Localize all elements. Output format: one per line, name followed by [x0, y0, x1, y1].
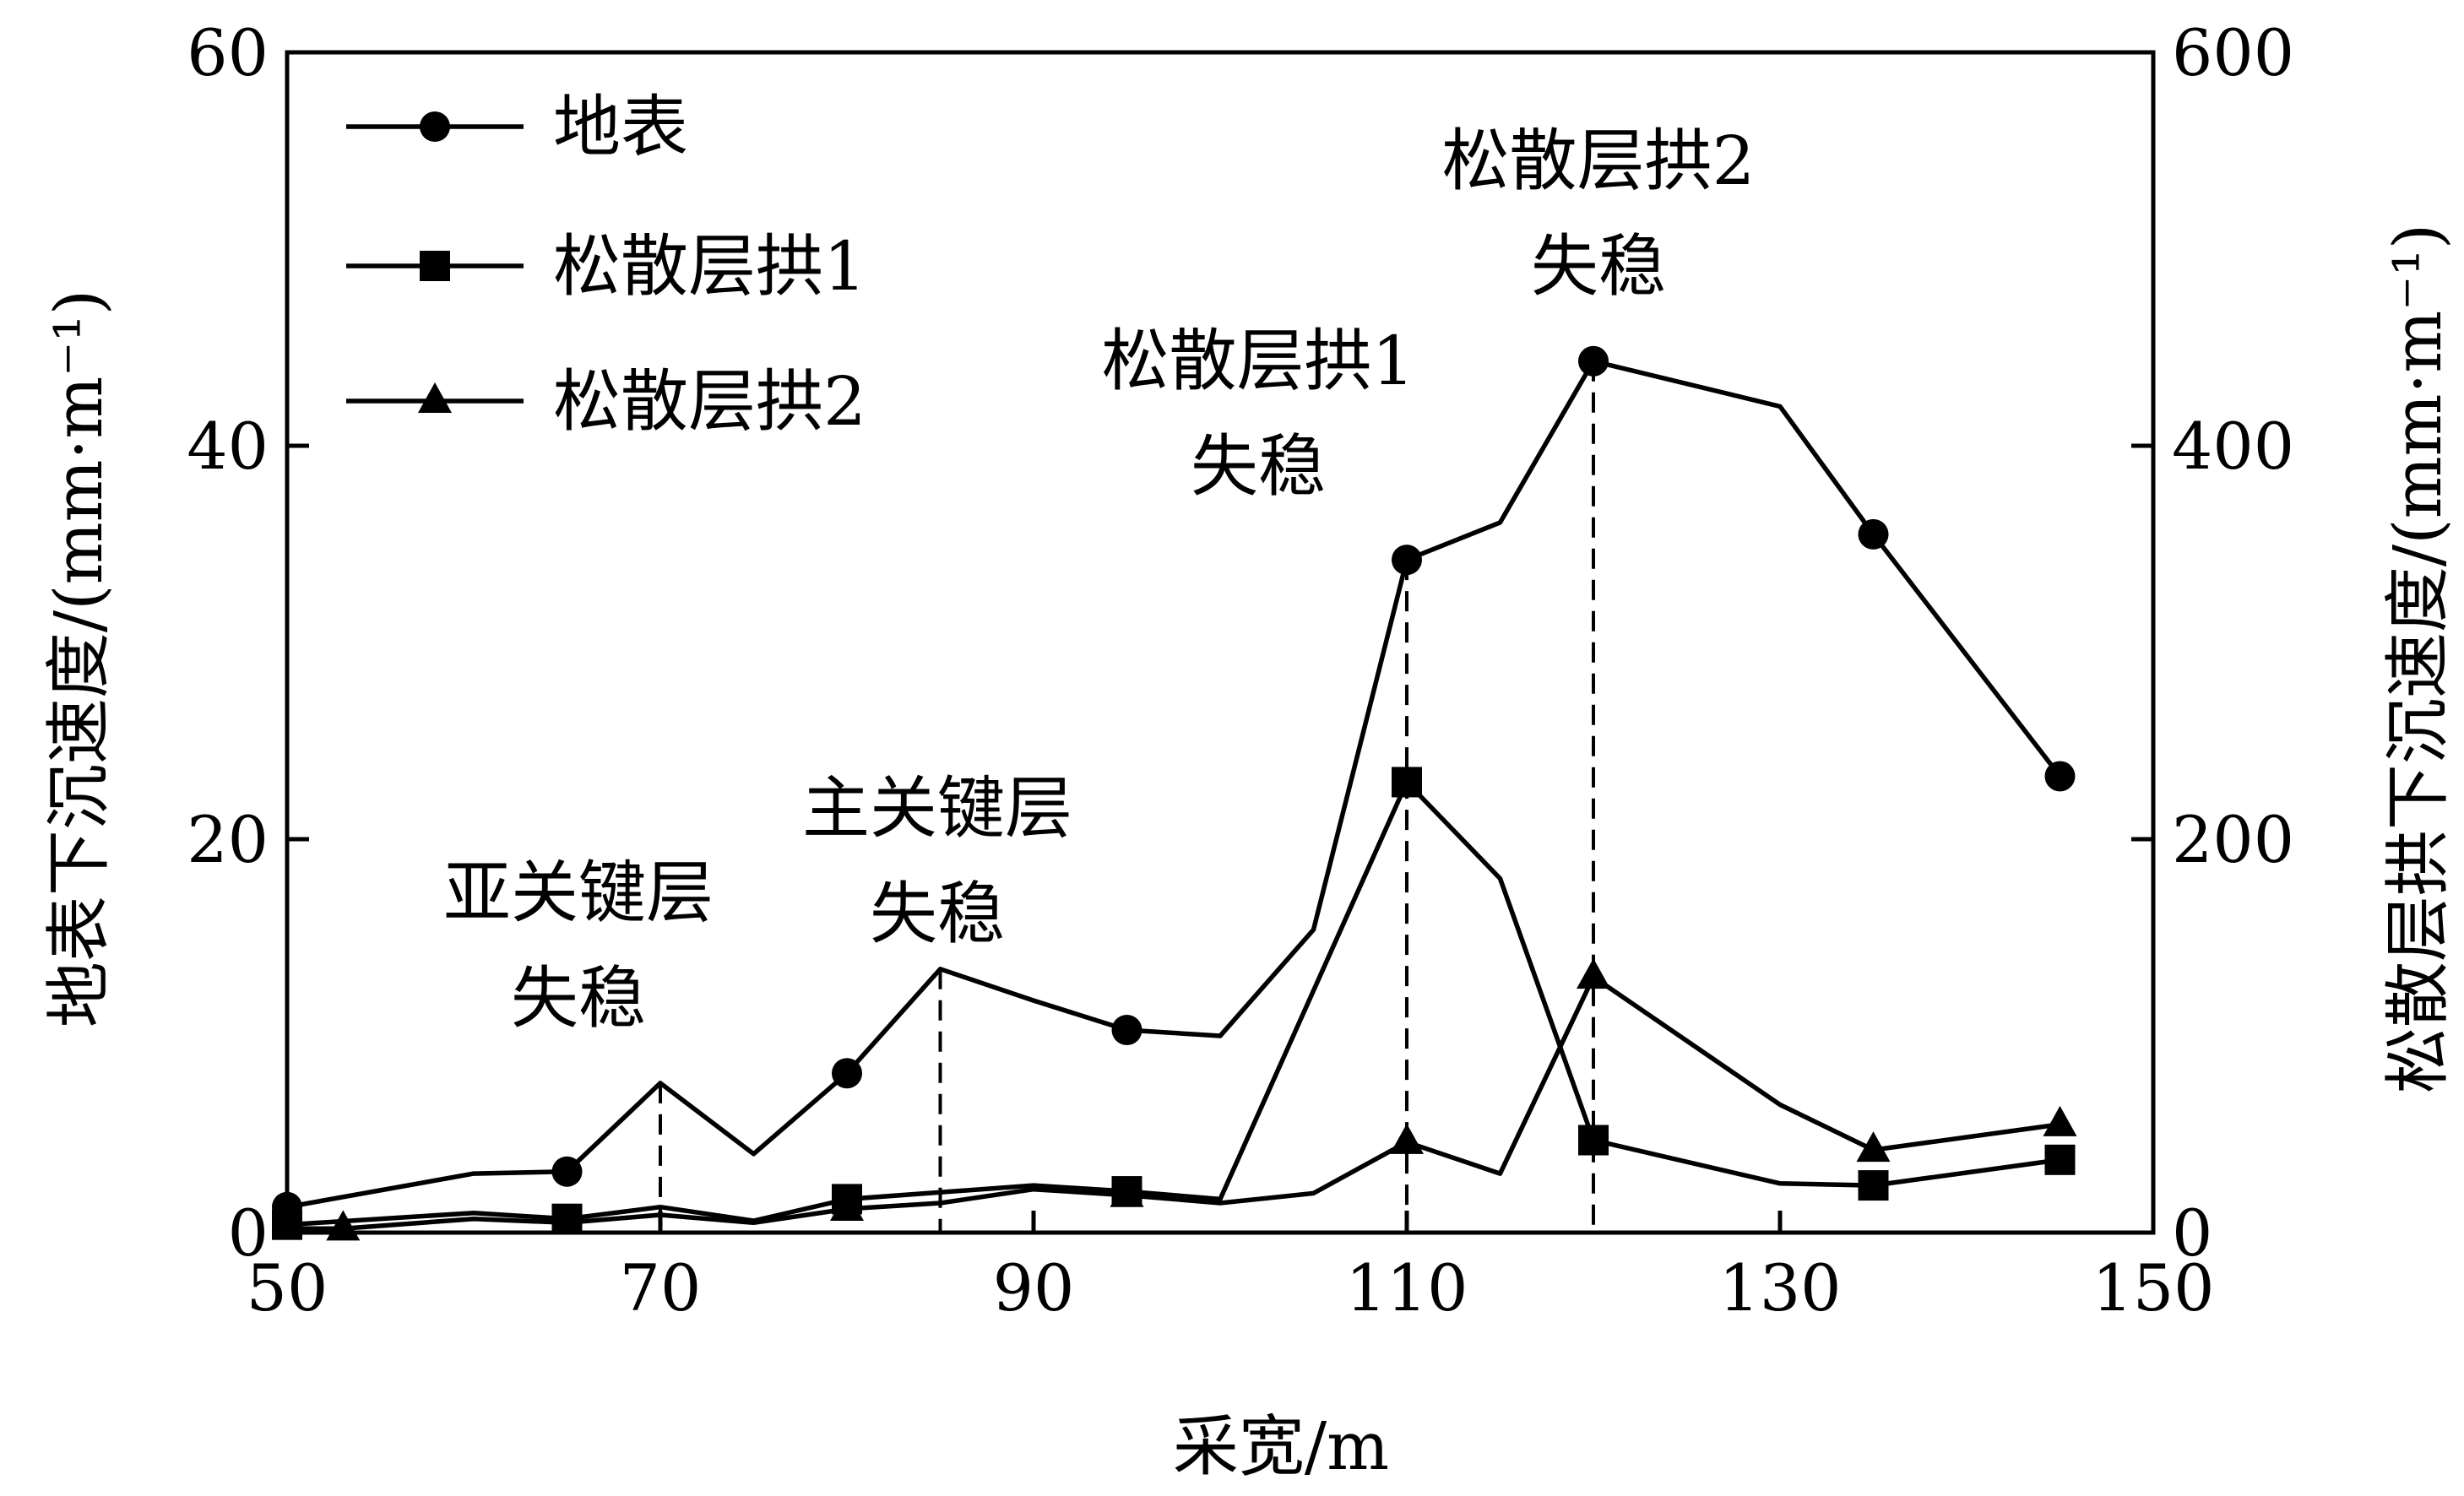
- square-marker: [2044, 1144, 2076, 1175]
- square-marker: [1578, 1125, 1609, 1156]
- x-tick-label: 150: [2092, 1250, 2214, 1325]
- circle-marker: [1392, 545, 1422, 576]
- circle-marker: [2044, 761, 2076, 792]
- legend-label: 地表: [553, 88, 688, 166]
- dashed-markers: [659, 360, 1595, 1233]
- annotation-text: 失稳: [511, 959, 646, 1038]
- x-tick-label: 50: [247, 1250, 328, 1325]
- annotation-text: 失稳: [1191, 427, 1326, 506]
- circle-marker: [1858, 518, 1889, 550]
- x-tick-label: 90: [993, 1250, 1075, 1325]
- square-marker: [420, 251, 450, 281]
- plot-frame: [285, 50, 2156, 1235]
- triangle-marker: [2043, 1105, 2077, 1136]
- series-1: [272, 345, 2076, 1222]
- circle-marker: [551, 1156, 583, 1187]
- y-left-tick-label: 0: [228, 1195, 269, 1271]
- annotation-text: 失稳: [1531, 227, 1666, 306]
- y-right-tick-label: 200: [2172, 802, 2294, 877]
- x-tick-label: 110: [1345, 1250, 1468, 1325]
- series-group: [272, 345, 2077, 1241]
- circle-marker: [1111, 1015, 1142, 1046]
- series-line: [286, 359, 2062, 1210]
- x-axis-title: 采宽/m: [1173, 1409, 1389, 1485]
- x-tick-label: 70: [620, 1250, 702, 1325]
- square-marker: [1392, 767, 1422, 798]
- circle-marker: [1578, 345, 1609, 377]
- y-left-tick-label: 40: [187, 409, 269, 484]
- y-left-tick-label: 60: [187, 15, 269, 90]
- annotation-text: 松散层拱1: [1102, 322, 1415, 400]
- triangle-marker: [1110, 1176, 1144, 1207]
- annotation-text: 亚关键层: [443, 854, 714, 932]
- legend-label: 松散层拱2: [553, 362, 866, 441]
- annotation-text: 失稳: [870, 875, 1005, 953]
- y-right-tick-label: 600: [2172, 15, 2294, 90]
- series-3: [287, 958, 2077, 1241]
- triangle-marker: [1390, 1123, 1424, 1154]
- y-axis-right-title: 松散层拱下沉速度/(mm·m⁻¹): [2380, 224, 2456, 1093]
- y-right-tick-label: 400: [2172, 409, 2294, 484]
- square-marker: [551, 1203, 583, 1234]
- y-left-tick-label: 20: [187, 802, 269, 877]
- x-tick-label: 130: [1718, 1250, 1841, 1325]
- square-marker: [272, 1209, 302, 1240]
- y-right-tick-label: 0: [2172, 1195, 2212, 1271]
- circle-marker: [832, 1058, 862, 1089]
- annotation-text: 松散层拱2: [1442, 122, 1756, 200]
- triangle-marker: [418, 382, 452, 413]
- triangle-marker: [1856, 1131, 1891, 1163]
- square-marker: [1858, 1170, 1889, 1201]
- triangle-marker: [326, 1210, 361, 1241]
- circle-marker: [420, 111, 450, 142]
- series-line: [287, 974, 2060, 1232]
- annotation-text: 主关键层: [802, 769, 1072, 848]
- triangle-marker: [1577, 958, 1610, 989]
- triangle-marker: [830, 1190, 864, 1222]
- y-axis-left-title: 地表下沉速度/(mm·m⁻¹): [41, 290, 117, 1027]
- legend-label: 松散层拱1: [553, 227, 866, 306]
